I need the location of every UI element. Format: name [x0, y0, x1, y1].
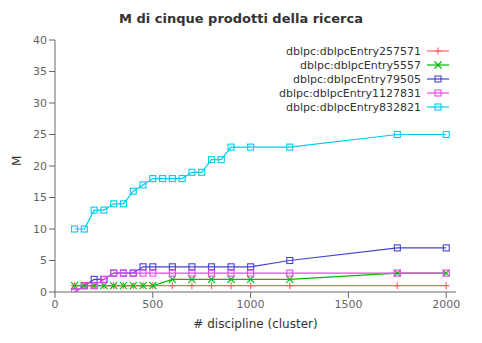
html-text:dblpc:dblpcEntry832821: dblpc:dblpcEntry832821: [285, 100, 421, 114]
svg-text:25: 25: [33, 128, 47, 141]
svg-text:1000: 1000: [237, 298, 265, 311]
svg-text:40: 40: [33, 34, 47, 47]
svg-text:0: 0: [52, 298, 59, 311]
svg-text:15: 15: [33, 191, 47, 204]
svg-text:1500: 1500: [334, 298, 362, 311]
html-text:dblpc:dblpcEntry257571: dblpc:dblpcEntry257571: [285, 44, 421, 58]
html-text:dblpc:dblpcEntry1127831: dblpc:dblpcEntry1127831: [278, 86, 421, 100]
svg-text:0: 0: [40, 286, 47, 299]
svg-text:30: 30: [33, 97, 47, 110]
html-text:dblpc:dblpcEntry79505: dblpc:dblpcEntry79505: [292, 72, 421, 86]
svg-text:M: M: [10, 156, 24, 166]
svg-text:5: 5: [40, 254, 47, 267]
svg-text:20: 20: [33, 160, 47, 173]
svg-text:500: 500: [142, 298, 163, 311]
html-text:dblpc:dblpcEntry5557: dblpc:dblpcEntry5557: [299, 58, 421, 72]
svg-text:10: 10: [33, 223, 47, 236]
html-text:M di cinque prodotti della ric: M di cinque prodotti della ricerca: [119, 11, 363, 26]
svg-text:# discipline (cluster): # discipline (cluster): [193, 317, 317, 331]
svg-text:2000: 2000: [432, 298, 460, 311]
svg-text:35: 35: [33, 65, 47, 78]
